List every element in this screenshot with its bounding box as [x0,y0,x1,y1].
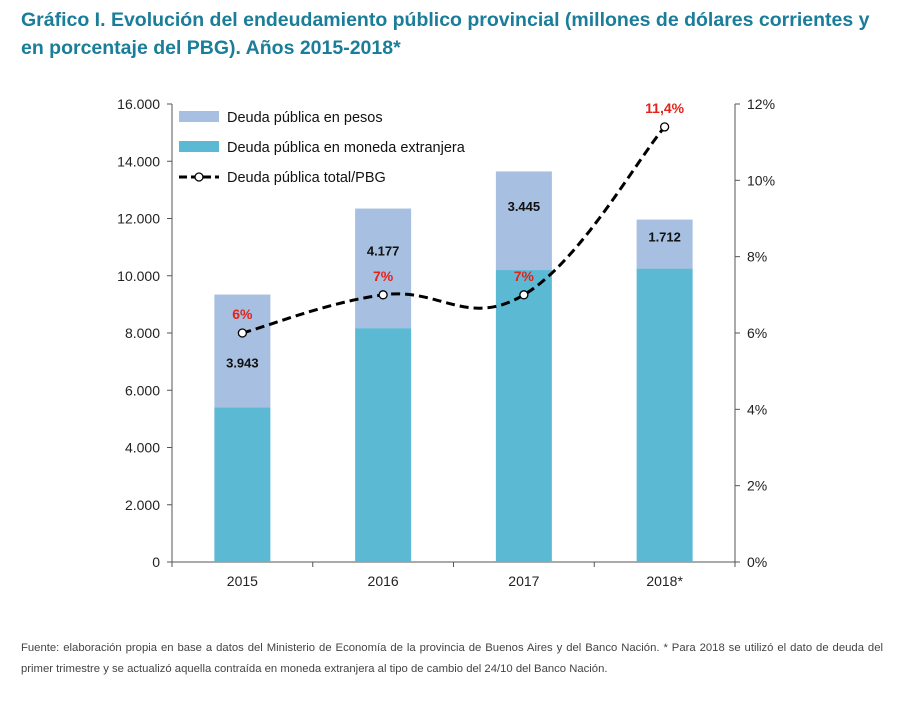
x-tick-label: 2016 [368,573,399,589]
ratio-line-path [241,125,666,335]
y-tick-label: 14.000 [117,153,160,169]
source-note: Fuente: elaboración propia en base a dat… [21,642,883,675]
x-tick-label: 2017 [508,573,539,589]
legend-swatch-point [194,172,204,182]
y-tick-label: 2.000 [125,497,160,513]
ratio-label: 11,4% [645,100,684,116]
legend-label-pesos: Deuda pública en pesos [227,110,383,126]
legend-label-foreign: Deuda pública en moneda extranjera [227,140,466,156]
y-tick-label: 0 [152,554,160,570]
bar-value-label: 3.445 [508,199,541,214]
bars [214,171,693,562]
ratio-point [659,122,670,132]
legend: Deuda pública en pesos Deuda pública en m… [179,110,466,186]
y2-tick-label: 0% [747,554,767,570]
axes: 0 2.000 4.000 6.000 8.000 10.000 12.000 14.000 1… [117,96,775,589]
bar-foreign-currency [636,268,693,562]
bar-pesos [214,294,271,408]
legend-swatch-foreign [179,141,219,152]
bar-foreign-currency [355,328,412,562]
bar-pesos [636,219,693,269]
y-tick-label: 6.000 [125,382,160,398]
ratio-label: 7% [373,268,394,284]
y2-tick-label: 4% [747,401,767,417]
y-tick-label: 4.000 [125,440,160,456]
y2-tick-label: 6% [747,325,767,341]
y2-tick-label: 10% [747,172,775,188]
bar-value-label: 4.177 [367,243,400,258]
ratio-point [378,290,388,300]
bar-foreign-currency [495,270,552,562]
x-tick-label: 2015 [227,573,258,589]
bar-pesos [355,208,412,329]
chart: 0 2.000 4.000 6.000 8.000 10.000 12.000 14.000 1… [117,96,775,589]
ratio-point [519,290,529,300]
y-tick-label: 10.000 [117,268,160,284]
y-tick-label: 16.000 [117,96,160,112]
bar-pesos [495,171,552,271]
y2-tick-label: 2% [747,478,767,494]
legend-swatch-pesos [179,111,219,122]
y2-tick-label: 8% [747,249,767,265]
bar-labels: 3.943 4.177 3.445 1.712 [226,199,681,370]
x-tick-label: 2018* [646,573,683,589]
ratio-label: 7% [514,268,535,284]
ratio-line: 6% 7% 7% 11,4% [232,100,685,338]
legend-label-ratio: Deuda pública total/PBG [227,170,386,186]
bar-foreign-currency [214,407,271,562]
ratio-label: 6% [232,306,253,322]
ratio-point [237,328,248,338]
y2-tick-label: 12% [747,96,775,112]
chart-title: Gráfico I. Evolución del endeudamiento p… [21,9,870,59]
y-tick-label: 8.000 [125,325,160,341]
y-tick-label: 12.000 [117,211,160,227]
bar-value-label: 1.712 [648,230,681,245]
bar-value-label: 3.943 [226,355,259,370]
